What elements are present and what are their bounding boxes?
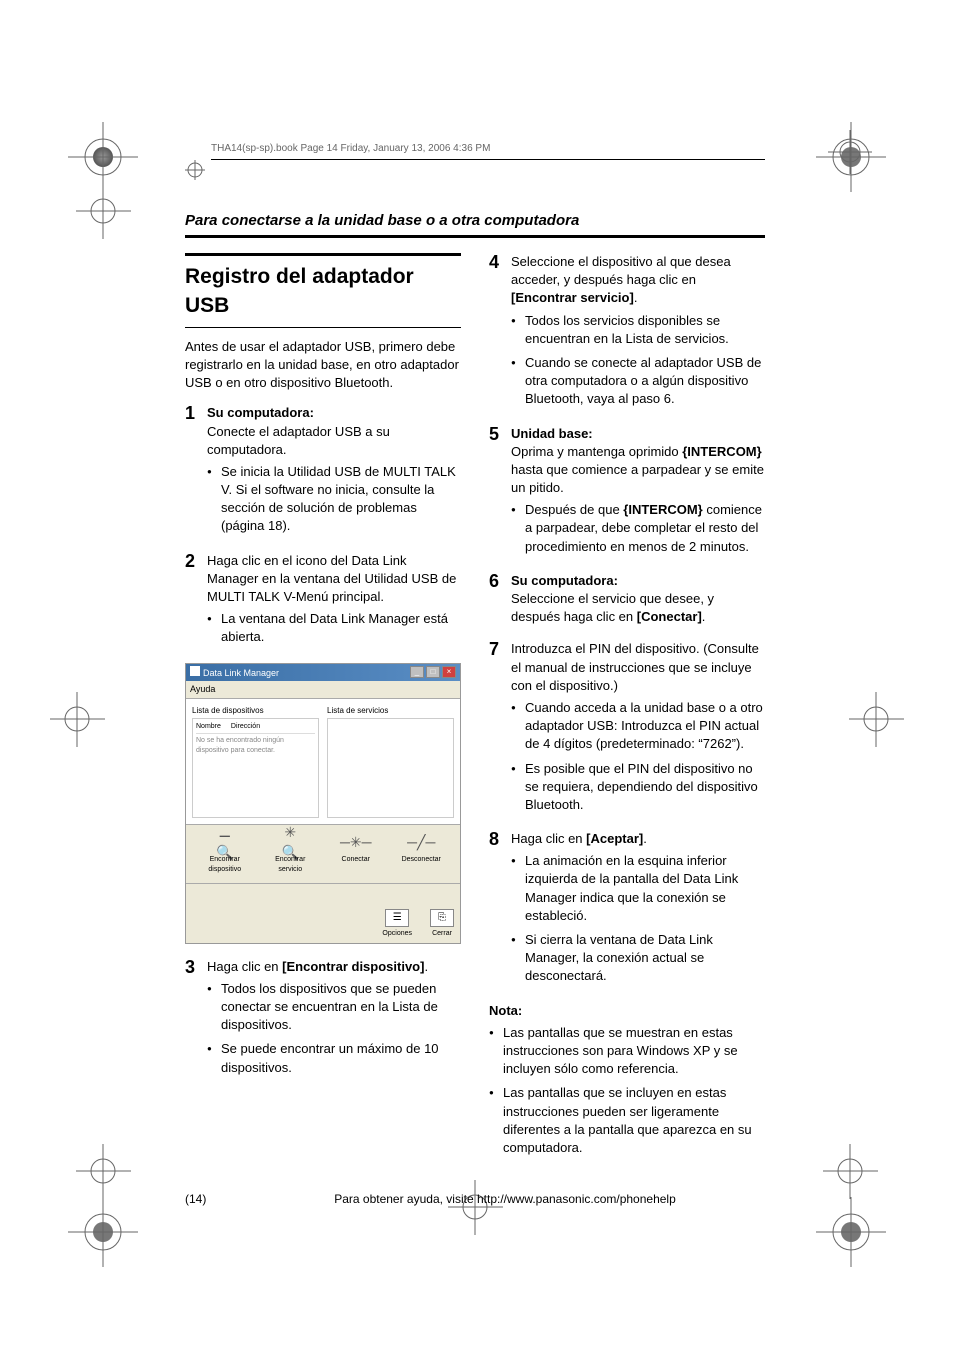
maximize-button[interactable]: □ — [426, 666, 440, 678]
step-5: 5 Unidad base: Oprima y mantenga oprimid… — [489, 425, 765, 562]
step-number: 4 — [489, 253, 511, 415]
step-title: Su computadora: — [207, 404, 461, 422]
step-text: Conecte el adaptador USB a su computador… — [207, 423, 461, 459]
service-list-panel — [327, 718, 454, 818]
intro-text: Antes de usar el adaptador USB, primero … — [185, 338, 461, 393]
step-number: 6 — [489, 572, 511, 631]
registration-mark — [816, 1197, 886, 1267]
empty-message: No se ha encontrado ningún dispositivo p… — [196, 736, 315, 756]
bullet-item: La animación en la esquina inferior izqu… — [511, 852, 765, 925]
crosshair-mark — [76, 184, 131, 239]
step-3: 3 Haga clic en [Encontrar dispositivo]. … — [185, 958, 461, 1083]
disconnect-icon: ─╱─ — [407, 833, 435, 853]
crosshair-mark — [76, 1144, 131, 1199]
bullet-item: Si cierra la ventana de Data Link Manage… — [511, 931, 765, 986]
footer-text: Para obtener ayuda, visite http://www.pa… — [245, 1191, 765, 1208]
page-number: (14) — [185, 1191, 245, 1208]
connect-button[interactable]: ─✳─ Conectar — [332, 833, 380, 875]
registration-mark — [68, 1197, 138, 1267]
bullet-item: Cuando se conecte al adaptador USB de ot… — [511, 354, 765, 409]
step-number: 5 — [489, 425, 511, 562]
step-text: Haga clic en [Encontrar dispositivo]. — [207, 958, 461, 976]
bullet-item: Se puede encontrar un máximo de 10 dispo… — [207, 1040, 461, 1076]
dlm-screenshot: Data Link Manager _ □ × Ayuda Lista de d… — [185, 663, 461, 944]
animation-area: ☰ Opciones ⎘ Cerrar — [186, 883, 460, 943]
crosshair-mark — [849, 692, 904, 747]
col-header: Nombre — [196, 722, 221, 732]
bullet-item: Cuando acceda a la unidad base o a otro … — [511, 699, 765, 754]
close-button[interactable]: × — [442, 666, 456, 678]
step-7: 7 Introduzca el PIN del dispositivo. (Co… — [489, 640, 765, 820]
find-service-icon: ✳🔍 — [276, 833, 304, 853]
step-4: 4 Seleccione el dispositivo al que desea… — [489, 253, 765, 415]
bullet-item: Todos los dispositivos que se pueden con… — [207, 980, 461, 1035]
find-device-button[interactable]: ⚊🔍 Encontrar dispositivo — [201, 833, 249, 875]
step-text: Haga clic en el icono del Data Link Mana… — [207, 552, 461, 607]
crosshair-mark — [828, 130, 872, 174]
close-panel-icon: ⎘ — [430, 909, 454, 927]
step-text: Haga clic en [Aceptar]. — [511, 830, 765, 848]
right-column: 4 Seleccione el dispositivo al que desea… — [489, 253, 765, 1163]
find-service-button[interactable]: ✳🔍 Encontrar servicio — [266, 833, 314, 875]
panel-title: Lista de servicios — [327, 705, 454, 716]
step-title: Su computadora: — [511, 572, 765, 590]
panel-title: Lista de dispositivos — [192, 705, 319, 716]
step-title: Unidad base: — [511, 425, 765, 443]
step-text: Oprima y mantenga oprimido {INTERCOM} ha… — [511, 443, 765, 498]
menu-help[interactable]: Ayuda — [186, 681, 460, 699]
page-footer: (14) Para obtener ayuda, visite http://w… — [185, 1191, 765, 1208]
close-panel-button[interactable]: ⎘ Cerrar — [430, 909, 454, 939]
connect-icon: ─✳─ — [342, 833, 370, 853]
step-1: 1 Su computadora: Conecte el adaptador U… — [185, 404, 461, 541]
registration-mark — [68, 122, 138, 192]
crosshair-mark — [50, 692, 105, 747]
main-heading: Registro del adaptador USB — [185, 253, 461, 328]
step-text: Seleccione el dispositivo al que desea a… — [511, 253, 765, 308]
crosshair-small-icon — [185, 160, 205, 180]
bullet-item: Después de que {INTERCOM} comience a par… — [511, 501, 765, 556]
left-column: Registro del adaptador USB Antes de usar… — [185, 253, 461, 1163]
crosshair-mark — [823, 1144, 878, 1199]
step-text: Seleccione el servicio que desee, y desp… — [511, 590, 765, 626]
note-title: Nota: — [489, 1002, 765, 1020]
step-number: 2 — [185, 552, 207, 653]
disconnect-button[interactable]: ─╱─ Desconectar — [397, 833, 445, 875]
bullet-item: Todos los servicios disponibles se encue… — [511, 312, 765, 348]
bullet-item: La ventana del Data Link Manager está ab… — [207, 610, 461, 646]
note-item: Las pantallas que se incluyen en estas i… — [489, 1084, 765, 1157]
page-header: THA14(sp-sp).book Page 14 Friday, Januar… — [211, 142, 765, 160]
find-device-icon: ⚊🔍 — [211, 833, 239, 853]
minimize-button[interactable]: _ — [410, 666, 424, 678]
note-item: Las pantallas que se muestran en estas i… — [489, 1024, 765, 1079]
step-number: 1 — [185, 404, 207, 541]
step-6: 6 Su computadora: Seleccione el servicio… — [489, 572, 765, 631]
step-number: 7 — [489, 640, 511, 820]
step-2: 2 Haga clic en el icono del Data Link Ma… — [185, 552, 461, 653]
col-header: Dirección — [231, 722, 260, 732]
step-8: 8 Haga clic en [Aceptar]. La animación e… — [489, 830, 765, 992]
step-text: Introduzca el PIN del dispositivo. (Cons… — [511, 640, 765, 695]
section-title: Para conectarse a la unidad base o a otr… — [185, 210, 765, 238]
device-list-panel: Nombre Dirección No se ha encontrado nin… — [192, 718, 319, 818]
bullet-item: Se inicia la Utilidad USB de MULTI TALK … — [207, 463, 461, 536]
step-number: 8 — [489, 830, 511, 992]
options-icon: ☰ — [385, 909, 409, 927]
options-button[interactable]: ☰ Opciones — [382, 909, 412, 939]
step-number: 3 — [185, 958, 207, 1083]
bullet-item: Es posible que el PIN del dispositivo no… — [511, 760, 765, 815]
window-title: Data Link Manager — [190, 666, 279, 680]
